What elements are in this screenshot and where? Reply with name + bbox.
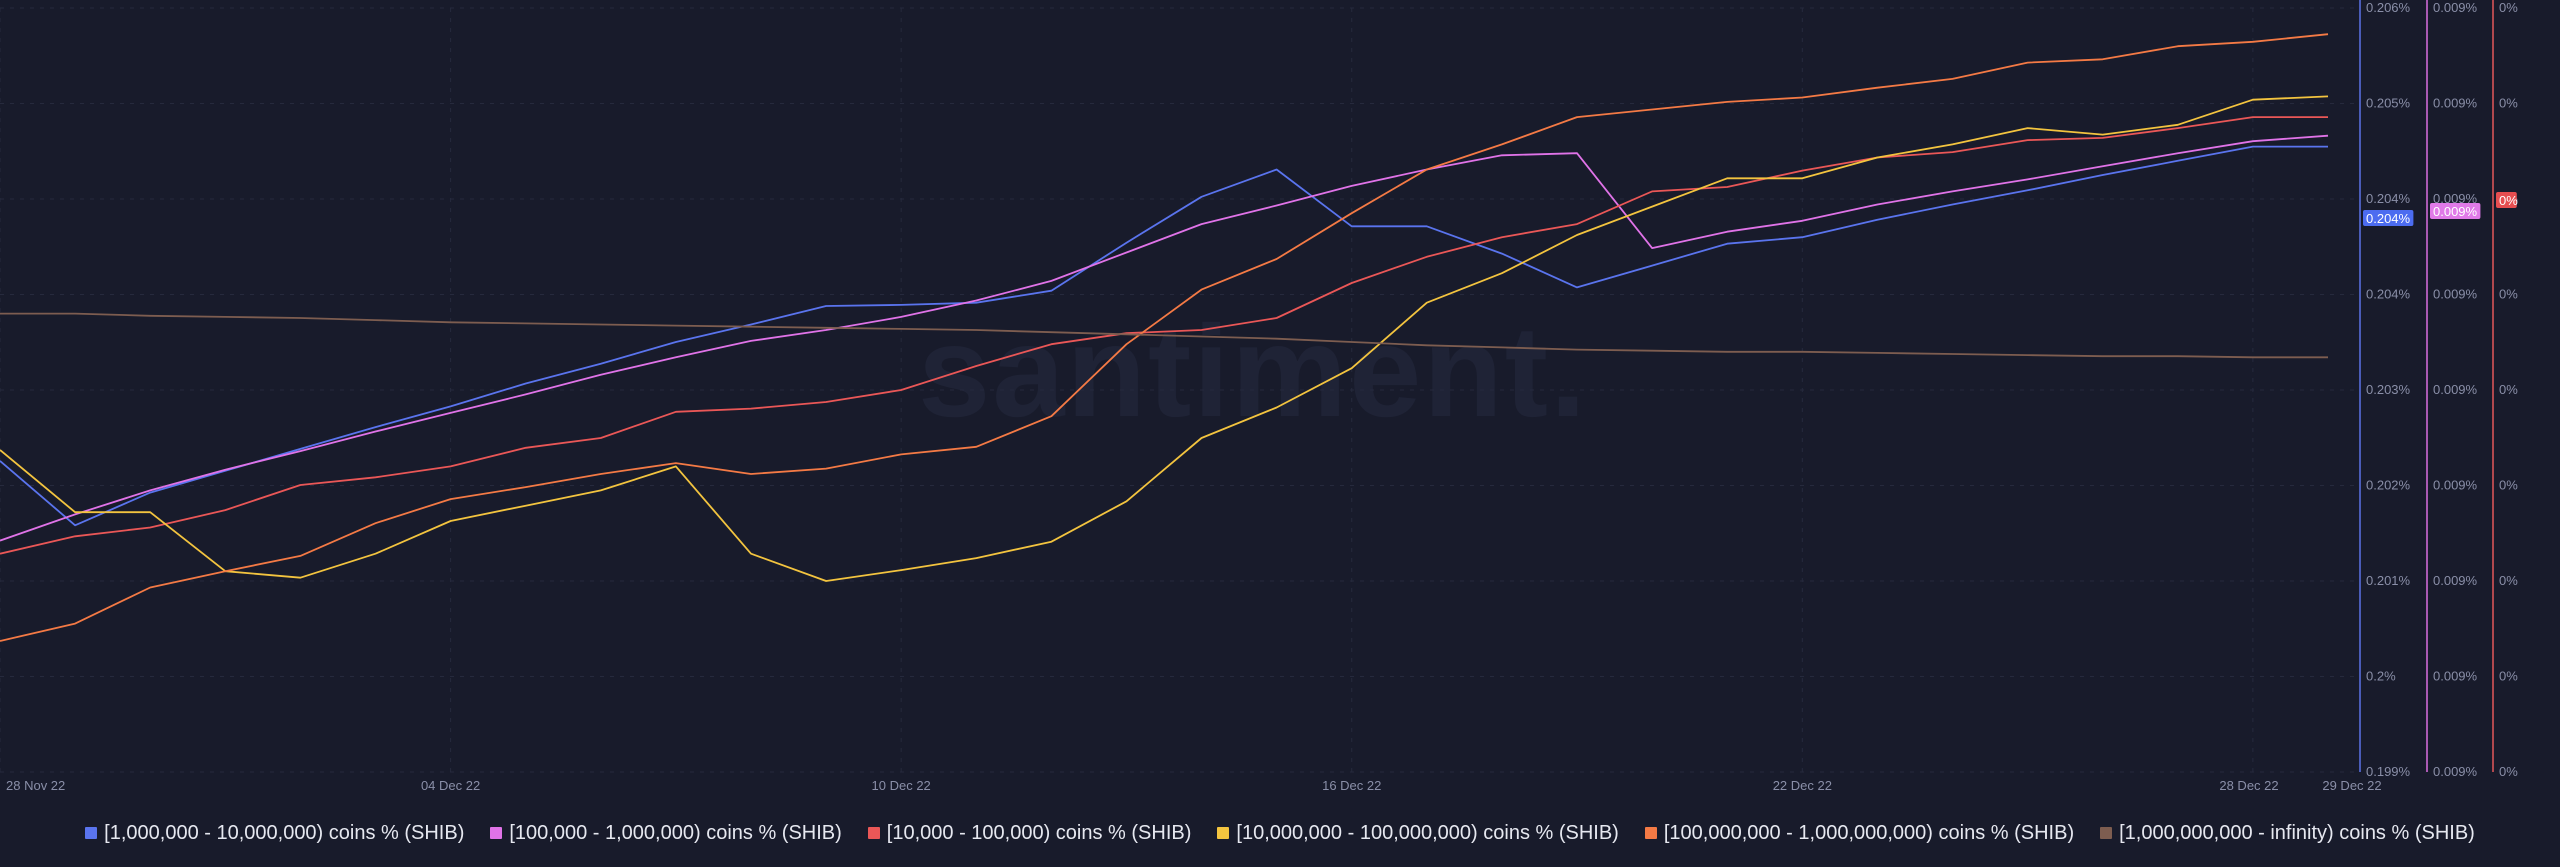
- last-value-badge-b: [2430, 203, 2481, 219]
- legend-item-5[interactable]: [100,000,000 - 1,000,000,000) coins % (S…: [1644, 821, 2075, 845]
- y-tick-label-b: 0.009%: [2433, 573, 2478, 588]
- chart-legend: [1,000,000 - 10,000,000) coins % (SHIB) […: [0, 818, 2560, 848]
- series-line-4: [0, 95, 2329, 582]
- y-tick-label-c: 0%: [2499, 382, 2518, 397]
- legend-label: [100,000,000 - 1,000,000,000) coins % (S…: [1663, 821, 2075, 844]
- last-value-badge-text: 0.204%: [2366, 211, 2411, 226]
- y-tick-label-a: 0.199%: [2366, 764, 2411, 779]
- legend-label: [10,000 - 100,000) coins % (SHIB): [886, 821, 1192, 844]
- y-tick-label-c: 0%: [2499, 0, 2518, 15]
- legend-swatch: [490, 827, 503, 839]
- x-tick-label: 28 Nov 22: [6, 778, 65, 793]
- legend-item-4[interactable]: [10,000,000 - 100,000,000) coins % (SHIB…: [1217, 821, 1619, 845]
- legend-item-3[interactable]: [10,000 - 100,000) coins % (SHIB): [867, 821, 1192, 845]
- y-tick-label-b: 0.009%: [2433, 287, 2478, 302]
- y-tick-label-a: 0.204%: [2366, 287, 2411, 302]
- y-tick-label-b: 0.009%: [2433, 191, 2478, 206]
- series-line-6: [0, 312, 2328, 359]
- y-tick-label-a: 0.206%: [2366, 0, 2411, 15]
- y-tick-label-b: 0.009%: [2433, 669, 2478, 684]
- legend-swatch: [2100, 827, 2113, 839]
- last-value-badge-text: 0%: [2499, 193, 2518, 208]
- legend-swatch: [867, 827, 880, 839]
- last-value-badge-a: [2363, 210, 2414, 226]
- y-tick-label-c: 0%: [2499, 669, 2518, 684]
- y-tick-label-b: 0.009%: [2433, 382, 2478, 397]
- y-tick-label-c: 0%: [2499, 478, 2518, 493]
- y-tick-label-a: 0.2%: [2366, 669, 2396, 684]
- x-tick-label: 29 Dec 22: [2322, 778, 2381, 793]
- series-line-2: [0, 134, 2329, 542]
- x-tick-label: 28 Dec 22: [2219, 778, 2278, 793]
- legend-swatch: [1644, 827, 1657, 839]
- legend-item-1[interactable]: [1,000,000 - 10,000,000) coins % (SHIB): [85, 822, 464, 845]
- last-value-badge-c: [2496, 192, 2517, 208]
- y-tick-label-c: 0%: [2499, 573, 2518, 588]
- y-tick-label-a: 0.205%: [2366, 96, 2411, 111]
- series-line-3: [0, 116, 2328, 555]
- x-tick-label: 22 Dec 22: [1773, 778, 1832, 793]
- legend-swatch: [1217, 827, 1230, 839]
- y-tick-label-a: 0.203%: [2366, 382, 2411, 397]
- y-tick-label-a: 0.202%: [2366, 478, 2411, 493]
- legend-label: [100,000 - 1,000,000) coins % (SHIB): [509, 821, 842, 844]
- y-tick-label-a: 0.204%: [2366, 191, 2411, 206]
- y-tick-label-c: 0%: [2499, 287, 2518, 302]
- legend-item-6[interactable]: [1,000,000,000 - infinity) coins % (SHIB…: [2100, 822, 2475, 845]
- y-tick-label-c: 0%: [2499, 764, 2518, 779]
- y-tick-label-b: 0.009%: [2433, 0, 2478, 15]
- series-line-5: [0, 33, 2329, 642]
- legend-label: [1,000,000,000 - infinity) coins % (SHIB…: [2119, 821, 2475, 844]
- legend-label: [1,000,000 - 10,000,000) coins % (SHIB): [104, 821, 465, 844]
- y-tick-label-a: 0.201%: [2366, 573, 2411, 588]
- x-tick-label: 16 Dec 22: [1322, 778, 1381, 793]
- x-tick-label: 10 Dec 22: [872, 778, 931, 793]
- y-tick-label-b: 0.009%: [2433, 96, 2478, 111]
- last-value-badge-text: 0.009%: [2433, 204, 2478, 219]
- legend-label: [10,000,000 - 100,000,000) coins % (SHIB…: [1236, 821, 1619, 844]
- y-tick-label-b: 0.009%: [2433, 478, 2478, 493]
- x-tick-label: 04 Dec 22: [421, 778, 480, 793]
- y-tick-label-b: 0.009%: [2433, 764, 2478, 779]
- y-tick-label-c: 0%: [2499, 96, 2518, 111]
- series-line-1: [0, 145, 2328, 527]
- legend-swatch: [85, 827, 98, 839]
- legend-item-2[interactable]: [100,000 - 1,000,000) coins % (SHIB): [490, 821, 842, 845]
